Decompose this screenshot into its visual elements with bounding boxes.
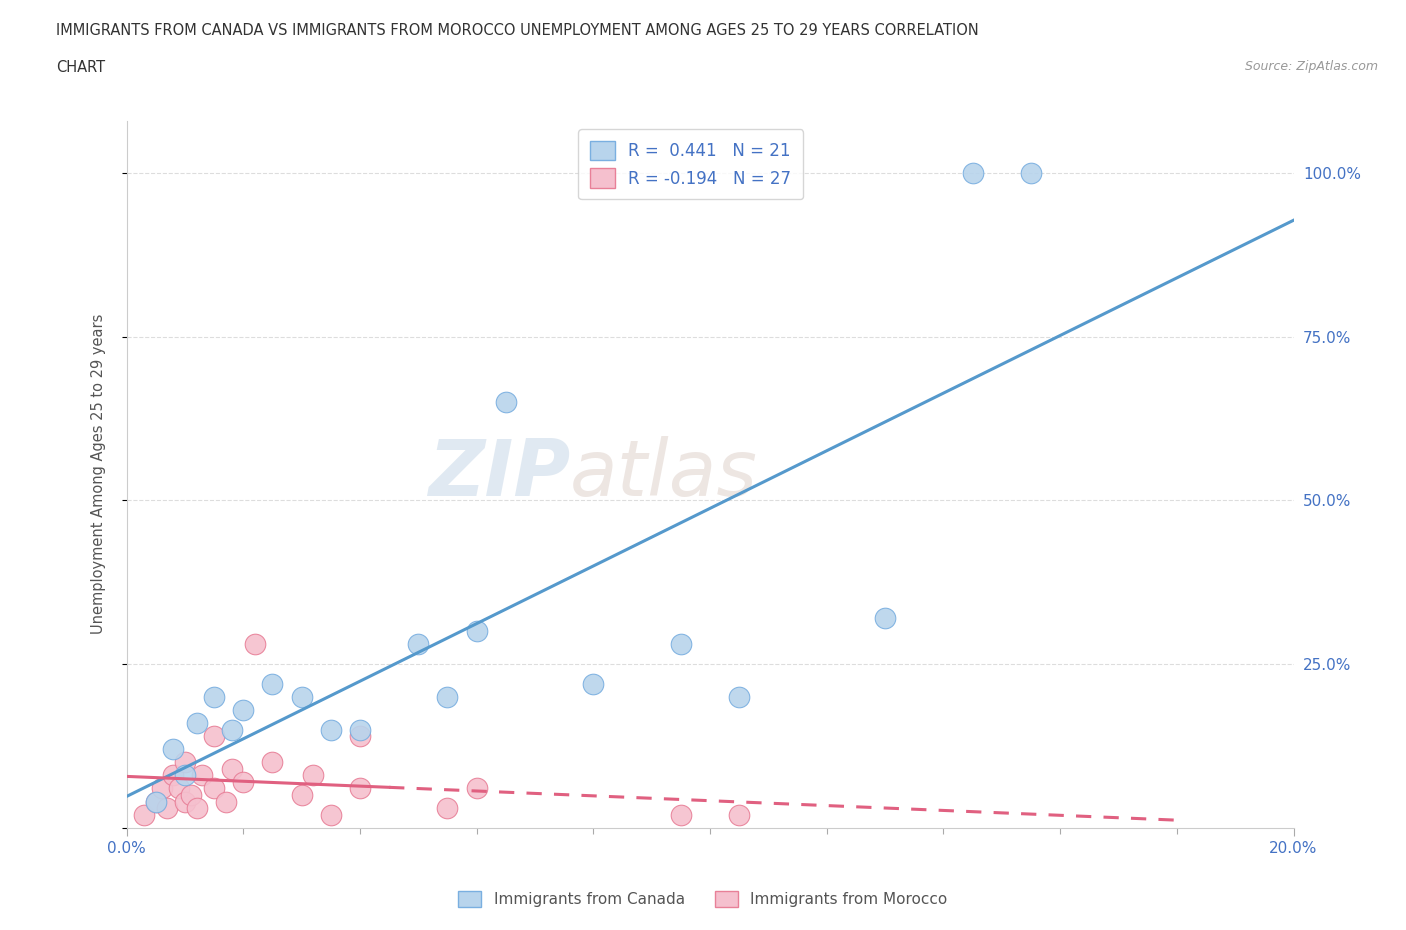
- Point: [728, 807, 751, 822]
- Point: [215, 794, 238, 809]
- Point: [243, 637, 266, 652]
- Point: [221, 762, 243, 777]
- Point: [582, 676, 605, 691]
- Point: [186, 715, 208, 730]
- Point: [202, 689, 225, 704]
- Point: [221, 722, 243, 737]
- Text: IMMIGRANTS FROM CANADA VS IMMIGRANTS FROM MOROCCO UNEMPLOYMENT AMONG AGES 25 TO : IMMIGRANTS FROM CANADA VS IMMIGRANTS FRO…: [56, 23, 979, 38]
- Point: [132, 807, 155, 822]
- Point: [150, 781, 173, 796]
- Point: [162, 742, 184, 757]
- Point: [202, 781, 225, 796]
- Text: atlas: atlas: [569, 436, 758, 512]
- Point: [162, 768, 184, 783]
- Point: [436, 801, 458, 816]
- Text: Source: ZipAtlas.com: Source: ZipAtlas.com: [1244, 60, 1378, 73]
- Point: [319, 807, 342, 822]
- Point: [262, 755, 284, 770]
- Point: [202, 728, 225, 743]
- Point: [290, 788, 312, 803]
- Text: CHART: CHART: [56, 60, 105, 75]
- Point: [436, 689, 458, 704]
- Point: [465, 624, 488, 639]
- Point: [669, 807, 692, 822]
- Point: [180, 788, 202, 803]
- Y-axis label: Unemployment Among Ages 25 to 29 years: Unemployment Among Ages 25 to 29 years: [91, 314, 105, 634]
- Point: [186, 801, 208, 816]
- Point: [875, 611, 897, 626]
- Point: [1019, 166, 1042, 180]
- Legend: Immigrants from Canada, Immigrants from Morocco: Immigrants from Canada, Immigrants from …: [453, 884, 953, 913]
- Point: [302, 768, 325, 783]
- Point: [191, 768, 214, 783]
- Point: [408, 637, 430, 652]
- Point: [319, 722, 342, 737]
- Point: [262, 676, 284, 691]
- Point: [156, 801, 179, 816]
- Point: [349, 781, 371, 796]
- Point: [174, 794, 197, 809]
- Point: [174, 755, 197, 770]
- Point: [145, 794, 167, 809]
- Point: [728, 689, 751, 704]
- Point: [349, 722, 371, 737]
- Point: [465, 781, 488, 796]
- Text: ZIP: ZIP: [427, 436, 569, 512]
- Point: [232, 702, 254, 717]
- Point: [962, 166, 984, 180]
- Point: [349, 728, 371, 743]
- Point: [174, 768, 197, 783]
- Point: [145, 794, 167, 809]
- Point: [290, 689, 312, 704]
- Point: [669, 637, 692, 652]
- Point: [167, 781, 190, 796]
- Point: [495, 395, 517, 410]
- Point: [232, 775, 254, 790]
